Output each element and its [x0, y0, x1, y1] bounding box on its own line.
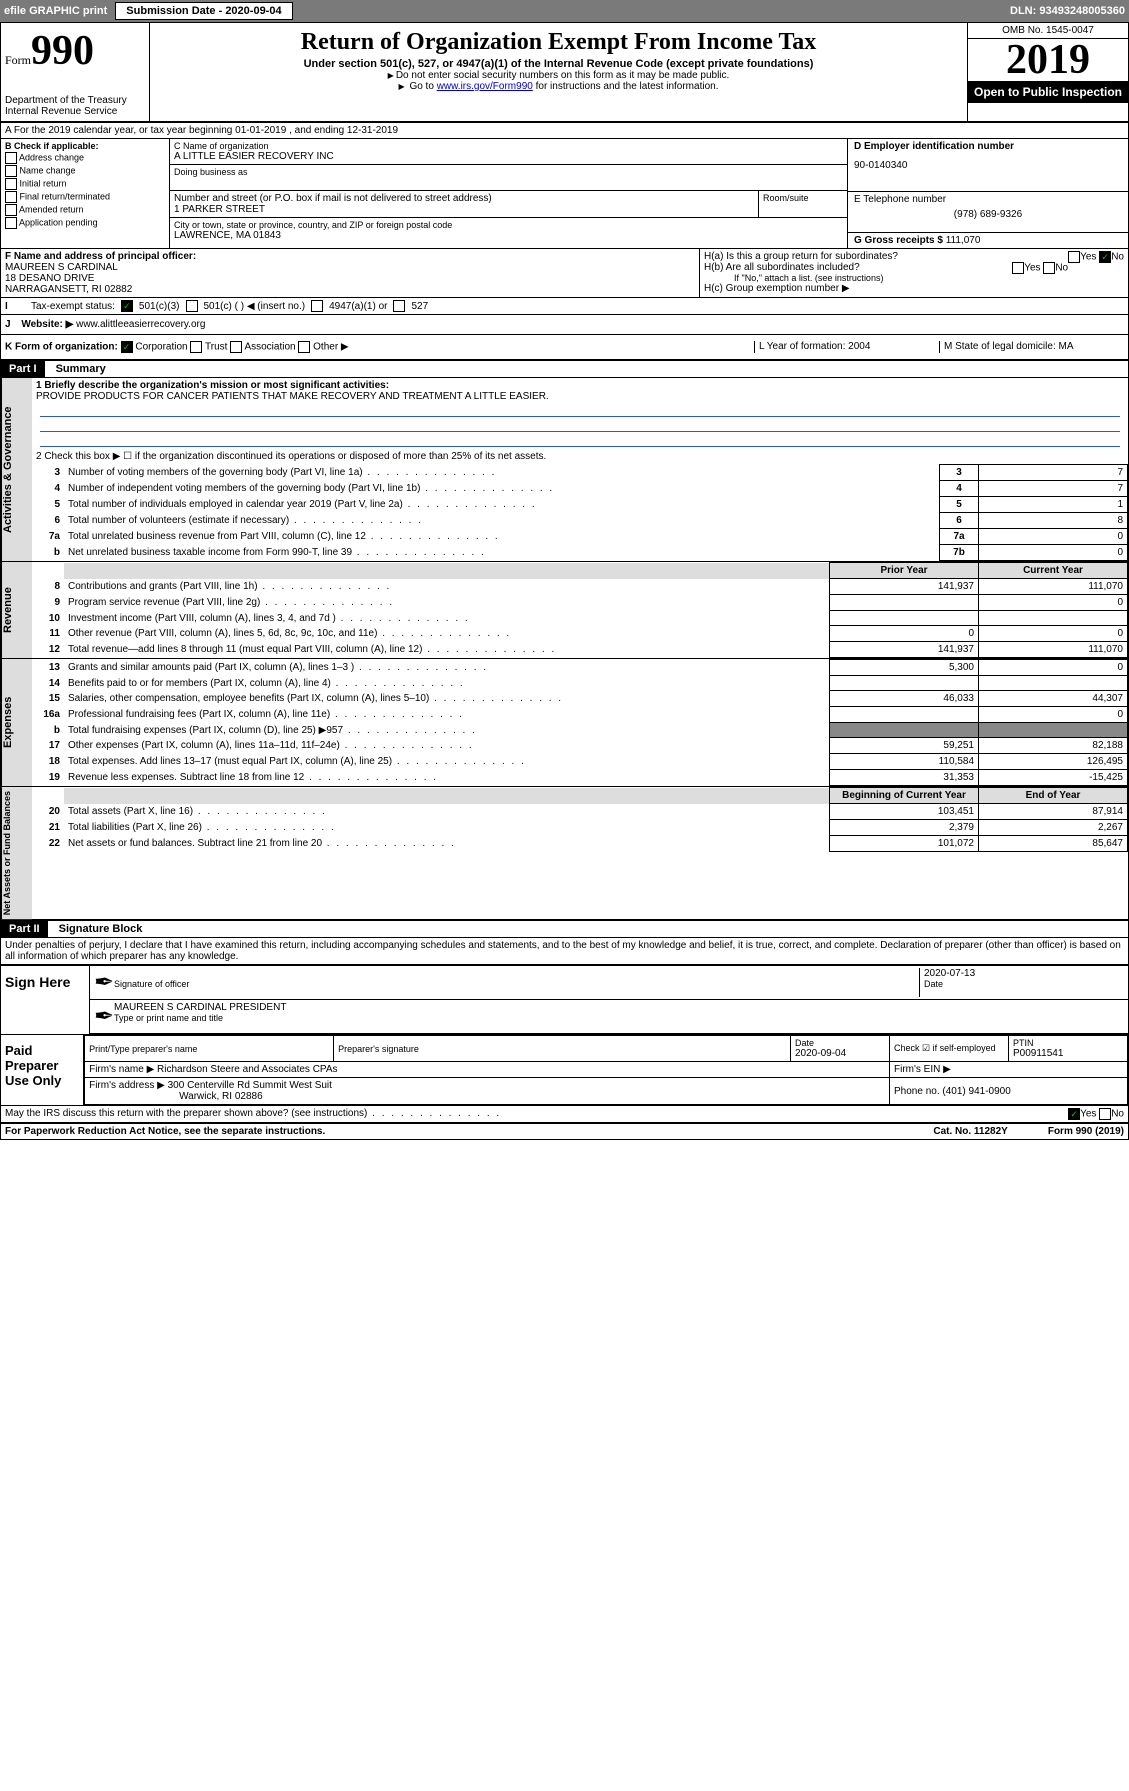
- part2-title: Signature Block: [51, 923, 143, 935]
- cb-discuss-no[interactable]: [1099, 1108, 1111, 1120]
- footer: For Paperwork Reduction Act Notice, see …: [1, 1122, 1128, 1139]
- officer-signature-field[interactable]: Signature of officer: [114, 968, 919, 997]
- form-container: Form990 Department of the Treasury Inter…: [0, 22, 1129, 1140]
- vtab-netassets: Net Assets or Fund Balances: [1, 787, 32, 919]
- vtab-governance: Activities & Governance: [1, 378, 32, 561]
- form-subtitle: Under section 501(c), 527, or 4947(a)(1)…: [160, 58, 957, 70]
- street-box: Number and street (or P.O. box if mail i…: [170, 191, 759, 217]
- street-address: 1 PARKER STREET: [174, 204, 754, 215]
- irs-link[interactable]: www.irs.gov/Form990: [437, 81, 533, 92]
- telephone-value: (978) 689-9326: [854, 209, 1122, 220]
- form-header: Form990 Department of the Treasury Inter…: [1, 23, 1128, 123]
- vtab-expenses: Expenses: [1, 659, 32, 786]
- cb-address-change[interactable]: Address change: [5, 152, 165, 164]
- form-org-row: K Form of organization: Corporation Trus…: [1, 335, 1128, 361]
- perjury-statement: Under penalties of perjury, I declare th…: [1, 938, 1128, 964]
- sign-here-label: Sign Here: [1, 966, 90, 1034]
- ssn-note: Do not enter social security numbers on …: [160, 70, 957, 81]
- line1-mission: 1 Briefly describe the organization's mi…: [32, 378, 1128, 449]
- part1-header-row: Part I Summary: [1, 361, 1128, 378]
- cb-527[interactable]: [393, 300, 405, 312]
- city-state-zip: LAWRENCE, MA 01843: [174, 230, 843, 241]
- paid-preparer-table: Print/Type preparer's name Preparer's si…: [84, 1035, 1128, 1105]
- paid-preparer-label: Paid Preparer Use Only: [1, 1035, 84, 1105]
- sig-date: 2020-07-13 Date: [919, 968, 1124, 997]
- expenses-table: 13Grants and similar amounts paid (Part …: [32, 659, 1128, 786]
- pen-icon: ✒: [94, 968, 114, 997]
- tax-exempt-status: I Tax-exempt status: 501(c)(3) 501(c) ( …: [1, 298, 1128, 315]
- discuss-row: May the IRS discuss this return with the…: [1, 1105, 1128, 1122]
- dba-box: Doing business as: [170, 165, 847, 191]
- cb-discuss-yes[interactable]: [1068, 1108, 1080, 1120]
- open-inspection: Open to Public Inspection: [968, 81, 1128, 103]
- ein-value: 90-0140340: [854, 160, 1122, 171]
- cb-initial-return[interactable]: Initial return: [5, 178, 165, 190]
- part1-badge: Part I: [1, 361, 45, 377]
- revenue-section: Revenue Prior YearCurrent Year 8Contribu…: [1, 561, 1128, 658]
- part2-header-row: Part II Signature Block: [1, 919, 1128, 938]
- officer-name-field: MAUREEN S CARDINAL PRESIDENT Type or pri…: [114, 1002, 1124, 1031]
- cb-other[interactable]: [298, 341, 310, 353]
- cb-4947[interactable]: [311, 300, 323, 312]
- revenue-table: Prior YearCurrent Year 8Contributions an…: [32, 562, 1128, 658]
- row-a-tax-year: A For the 2019 calendar year, or tax yea…: [1, 123, 1128, 139]
- line2-discontinue: 2 Check this box ▶ ☐ if the organization…: [32, 449, 1128, 464]
- gov-lines-table: 3Number of voting members of the governi…: [32, 464, 1128, 561]
- group-return: H(a) Is this a group return for subordin…: [700, 249, 1128, 297]
- section-b-through-g: B Check if applicable: Address change Na…: [1, 139, 1128, 249]
- principal-officer: F Name and address of principal officer:…: [1, 249, 700, 297]
- goto-note: Go to www.irs.gov/Form990 for instructio…: [160, 81, 957, 92]
- efile-header: efile GRAPHIC print Submission Date - 20…: [0, 0, 1129, 22]
- pen-icon: ✒: [94, 1002, 114, 1031]
- cb-trust[interactable]: [190, 341, 202, 353]
- tax-year: 2019: [968, 39, 1128, 81]
- section-f-h: F Name and address of principal officer:…: [1, 249, 1128, 298]
- dept-treasury: Department of the Treasury Internal Reve…: [5, 95, 145, 117]
- cb-501c[interactable]: [186, 300, 198, 312]
- website-row: J Website: ▶ www.alittleeasierrecovery.o…: [1, 315, 1128, 335]
- part2-badge: Part II: [1, 921, 48, 937]
- cb-name-change[interactable]: Name change: [5, 165, 165, 177]
- year-formation: L Year of formation: 2004: [754, 341, 939, 353]
- telephone-box: E Telephone number (978) 689-9326: [848, 192, 1128, 233]
- cb-501c3[interactable]: [121, 300, 133, 312]
- paid-preparer-section: Paid Preparer Use Only Print/Type prepar…: [1, 1034, 1128, 1105]
- form-990-logo: Form990: [5, 27, 145, 75]
- form-title: Return of Organization Exempt From Incom…: [160, 29, 957, 56]
- website-url: www.alittleeasierrecovery.org: [76, 319, 205, 330]
- room-suite: Room/suite: [759, 191, 847, 217]
- state-domicile: M State of legal domicile: MA: [939, 341, 1124, 353]
- gov-section: Activities & Governance 1 Briefly descri…: [1, 378, 1128, 561]
- sign-here-section: Sign Here ✒ Signature of officer 2020-07…: [1, 964, 1128, 1034]
- vtab-revenue: Revenue: [1, 562, 32, 658]
- expenses-section: Expenses 13Grants and similar amounts pa…: [1, 658, 1128, 786]
- gross-receipts: G Gross receipts $ 111,070: [848, 233, 1128, 248]
- cb-association[interactable]: [230, 341, 242, 353]
- cb-final-return[interactable]: Final return/terminated: [5, 191, 165, 203]
- part1-title: Summary: [48, 363, 106, 375]
- netassets-section: Net Assets or Fund Balances Beginning of…: [1, 786, 1128, 919]
- org-name-box: C Name of organization A LITTLE EASIER R…: [170, 139, 847, 165]
- cb-corporation[interactable]: [121, 341, 133, 353]
- cb-app-pending[interactable]: Application pending: [5, 217, 165, 229]
- org-name: A LITTLE EASIER RECOVERY INC: [174, 151, 843, 162]
- col-b-checkboxes: B Check if applicable: Address change Na…: [1, 139, 170, 248]
- netassets-table: Beginning of Current YearEnd of Year 20T…: [32, 787, 1128, 852]
- ein-box: D Employer identification number 90-0140…: [848, 139, 1128, 192]
- efile-label: efile GRAPHIC print: [4, 5, 107, 17]
- cb-amended[interactable]: Amended return: [5, 204, 165, 216]
- dln-label: DLN: 93493248005360: [1010, 5, 1125, 17]
- submission-date-button[interactable]: Submission Date - 2020-09-04: [115, 2, 292, 20]
- city-box: City or town, state or province, country…: [170, 218, 847, 243]
